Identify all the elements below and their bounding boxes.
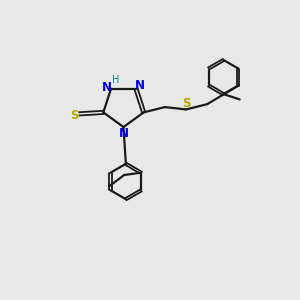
Text: H: H [112,75,119,85]
Text: N: N [135,79,145,92]
Text: S: S [182,97,190,110]
Text: N: N [102,81,112,94]
Text: S: S [70,109,78,122]
Text: N: N [119,127,129,140]
